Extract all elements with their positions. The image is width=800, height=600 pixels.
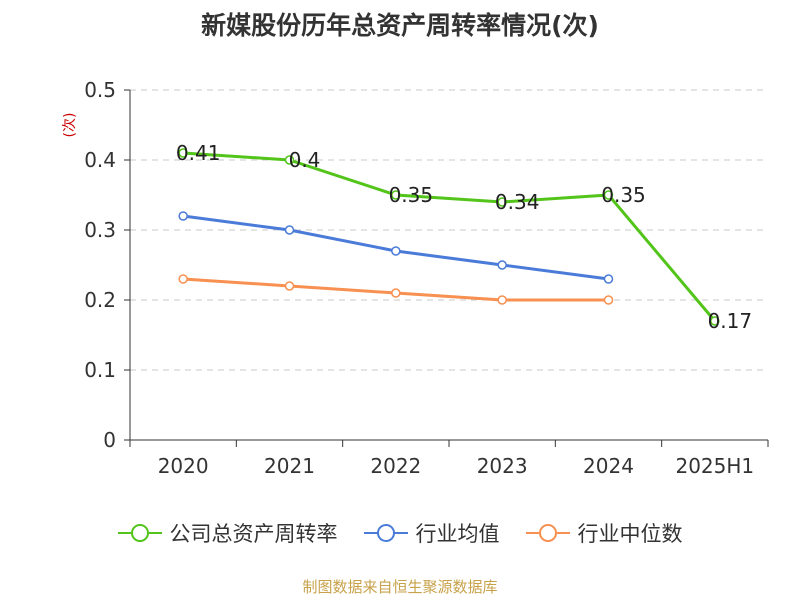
data-point	[710, 316, 720, 326]
data-label: 0.17	[708, 309, 753, 333]
x-tick-label: 2025H1	[675, 454, 754, 478]
data-label: 0.35	[601, 183, 646, 207]
legend-item[interactable]: 公司总资产周转率	[117, 518, 338, 548]
data-point	[284, 281, 295, 291]
grid-lines	[130, 89, 768, 371]
data-point	[284, 225, 295, 235]
legend: 公司总资产周转率 行业均值 行业中位数	[0, 518, 800, 548]
data-label: 0.34	[495, 190, 540, 214]
data-point	[391, 288, 401, 298]
legend-label: 公司总资产周转率	[169, 522, 338, 546]
y-axis-unit-label: (次)	[62, 113, 78, 138]
y-tick-label: 0	[103, 428, 116, 452]
data-labels: 0.41 0.4 0.35 0.34 0.35 0.17	[176, 141, 752, 333]
data-point	[603, 190, 614, 200]
data-point	[497, 197, 507, 207]
legend-marker-icon	[363, 524, 408, 542]
x-tick-label: 2023	[477, 454, 528, 478]
data-label: 0.41	[176, 141, 221, 165]
legend-marker-icon	[117, 524, 162, 542]
data-point	[391, 246, 401, 256]
y-tick-label: 0.3	[84, 218, 116, 242]
y-tick-label: 0.1	[84, 358, 116, 382]
x-tick-label: 2024	[583, 454, 634, 478]
data-point	[497, 260, 507, 270]
data-point	[603, 295, 614, 305]
data-point	[284, 155, 295, 165]
data-point	[178, 274, 188, 284]
data-label: 0.35	[389, 183, 434, 207]
y-tick-label: 0.5	[84, 78, 116, 102]
x-tick-label: 2021	[264, 454, 315, 478]
y-tick-label: 0.2	[84, 288, 116, 312]
x-tick-label: 2020	[158, 454, 209, 478]
data-label: 0.4	[289, 148, 321, 172]
legend-item[interactable]: 行业中位数	[525, 518, 683, 548]
axes: 0 0.1 0.2 0.3 0.4 0.5 2020 2021 2022 2023 2024 2025…	[84, 78, 769, 478]
series-line-0	[183, 151, 716, 322]
y-tick-label: 0.4	[84, 148, 116, 172]
data-point	[178, 148, 188, 158]
data-point	[497, 295, 507, 305]
x-tick-label: 2022	[370, 454, 421, 478]
series	[178, 148, 720, 326]
data-point	[178, 211, 188, 221]
legend-item[interactable]: 行业均值	[363, 518, 500, 548]
legend-marker-icon	[525, 524, 570, 542]
legend-label: 行业中位数	[577, 522, 683, 546]
data-point	[603, 274, 614, 284]
data-point	[391, 190, 401, 200]
chart-title: 新媒股份历年总资产周转率情况(次)	[201, 11, 599, 40]
source-note: 制图数据来自恒生聚源数据库	[302, 578, 498, 596]
legend-label: 行业均值	[415, 522, 500, 546]
